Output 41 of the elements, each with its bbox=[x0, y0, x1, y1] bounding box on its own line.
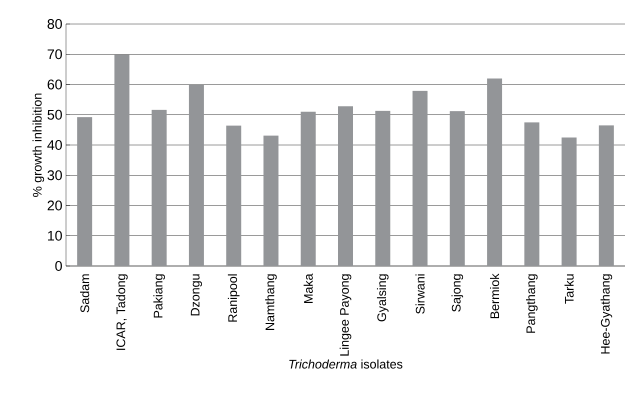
bar bbox=[77, 117, 92, 266]
x-tick-label: Namthang bbox=[265, 274, 277, 330]
x-tick-label: Gyalsing bbox=[376, 274, 389, 322]
y-tick-label: 60 bbox=[48, 80, 62, 90]
y-tick-label: 70 bbox=[48, 49, 62, 60]
bar bbox=[524, 122, 540, 266]
bar bbox=[263, 136, 278, 266]
bar bbox=[598, 125, 614, 266]
y-tick-label: 50 bbox=[48, 110, 62, 120]
bar bbox=[487, 78, 502, 266]
bar bbox=[152, 110, 167, 266]
x-tick-label: Pakiang bbox=[153, 274, 165, 318]
y-axis-title: % growth inhibition bbox=[32, 94, 44, 197]
bar bbox=[375, 110, 390, 266]
x-tick-label: Lingee Payong bbox=[340, 274, 352, 356]
bar bbox=[562, 137, 577, 266]
y-tick-label: 0 bbox=[55, 261, 62, 271]
bar bbox=[114, 54, 130, 266]
bar bbox=[226, 126, 242, 266]
x-tick-label: Ranipool bbox=[228, 274, 240, 322]
bar bbox=[338, 106, 354, 266]
x-tick-label: Pangthang bbox=[526, 274, 538, 333]
y-tick-label: 10 bbox=[48, 230, 62, 241]
x-tick-label: Sirwani bbox=[415, 274, 425, 314]
bar bbox=[412, 90, 428, 266]
x-tick-label: ICAR, Tadong bbox=[116, 274, 128, 350]
bar bbox=[450, 111, 465, 266]
bar bbox=[300, 112, 316, 266]
x-tick-label: Maka bbox=[304, 274, 313, 303]
x-tick-label: Hee-Gyathang bbox=[600, 274, 612, 354]
y-tick-label: 80 bbox=[48, 19, 62, 29]
y-tick-label: 20 bbox=[48, 200, 62, 210]
x-tick-label: Sajong bbox=[451, 274, 464, 312]
x-tick-label: Bermiok bbox=[490, 274, 500, 318]
bar bbox=[188, 84, 204, 266]
y-tick-label: 40 bbox=[47, 140, 62, 150]
x-axis-title: Trichoderma isolates bbox=[289, 359, 402, 369]
x-tick-label: Dzongu bbox=[190, 274, 202, 316]
y-tick-label: 30 bbox=[47, 170, 62, 180]
x-tick-label: Tarku bbox=[564, 274, 574, 304]
x-tick-label: Sadam bbox=[80, 274, 90, 312]
